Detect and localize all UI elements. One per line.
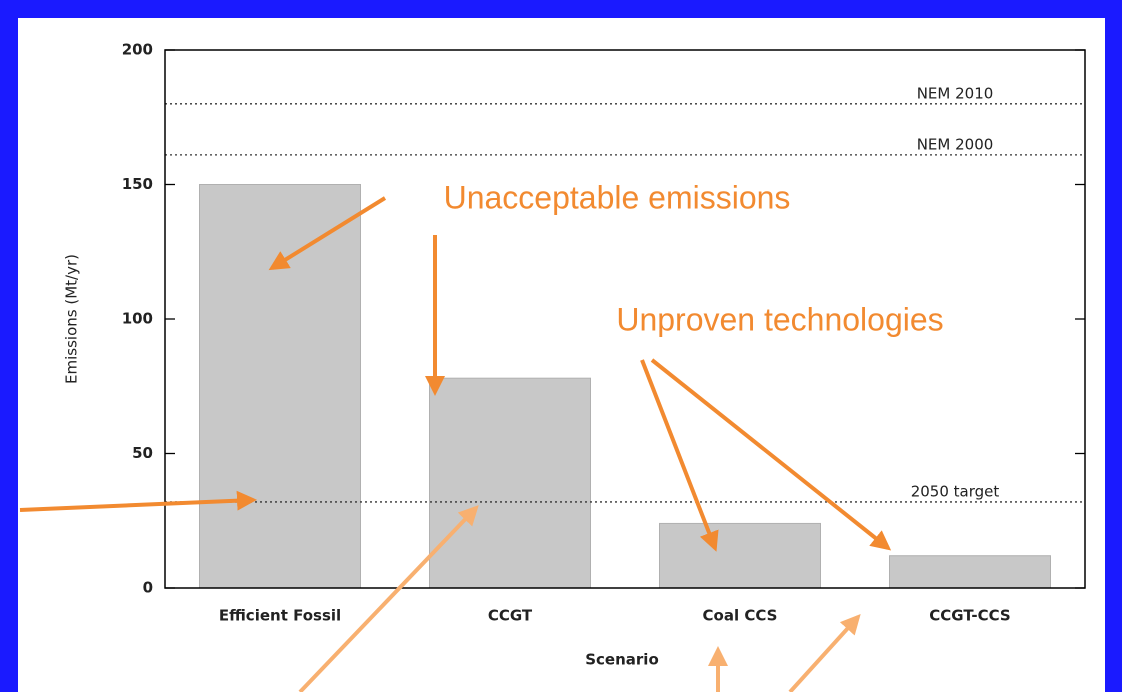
y-tick-label: 200 [122, 41, 153, 59]
arrow [268, 196, 387, 271]
reference-label: NEM 2000 [917, 135, 994, 153]
reference-label: NEM 2010 [917, 84, 994, 102]
bar [659, 522, 821, 589]
x-tick-label: Efficient Fossil [219, 607, 341, 625]
y-tick-label: 50 [132, 444, 153, 462]
bar [199, 184, 361, 589]
x-tick-label: Coal CCS [703, 607, 778, 625]
plot-frame [164, 49, 1086, 589]
reference-label: 2050 target [911, 482, 1000, 500]
arrow [650, 358, 892, 551]
arrow [19, 490, 257, 512]
x-tick-label: CCGT-CCS [929, 607, 1010, 625]
bar [429, 377, 591, 589]
arrow [640, 359, 719, 552]
annotation: Unacceptable emissions [444, 179, 791, 215]
plot: Efficient Fossil CCGT Coal CCS CCGT-CCS NEM … [122, 41, 1086, 625]
y-tick-label: 100 [122, 310, 153, 328]
arrows [19, 196, 892, 692]
y-axis-label: Emissions (Mt/yr) [63, 254, 81, 384]
annotation: Unproven technologies [616, 301, 943, 337]
x-axis-label: Scenario [585, 651, 659, 669]
y-tick-label: 0 [143, 579, 153, 597]
bar [889, 555, 1051, 589]
arrow [298, 505, 479, 692]
arrow [788, 614, 861, 692]
x-tick-label: CCGT [488, 607, 533, 625]
chart-panel [18, 18, 1105, 692]
y-tick-label: 150 [122, 175, 153, 193]
